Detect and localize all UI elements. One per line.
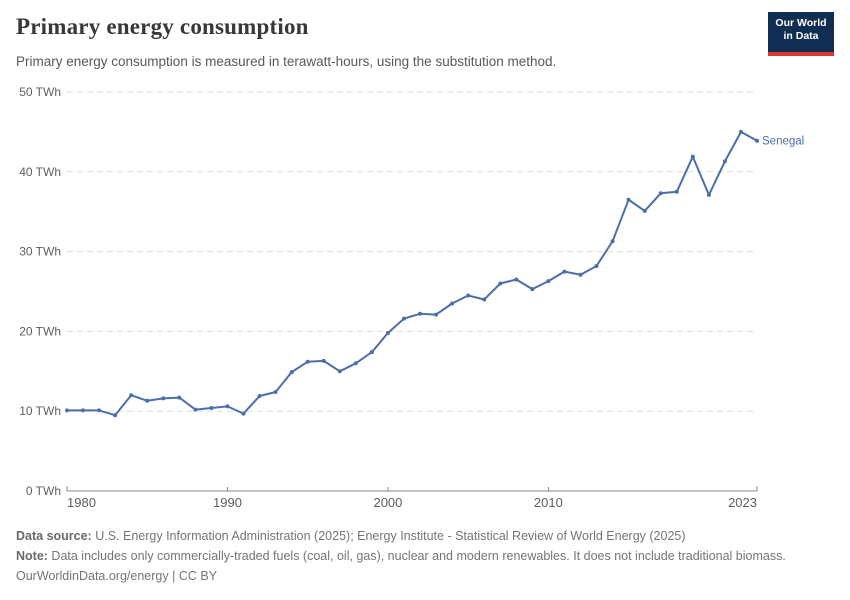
note-label: Note: bbox=[16, 549, 48, 563]
data-point bbox=[434, 312, 439, 317]
y-axis-tick-label: 30 TWh bbox=[19, 245, 61, 259]
data-point bbox=[658, 191, 663, 196]
data-point bbox=[145, 398, 150, 403]
x-axis-tick-label: 2000 bbox=[373, 495, 402, 510]
data-point bbox=[514, 277, 519, 282]
y-axis-tick-label: 10 TWh bbox=[19, 404, 61, 418]
y-axis-tick-label: 20 TWh bbox=[19, 324, 61, 338]
data-point bbox=[241, 411, 246, 416]
data-point bbox=[482, 297, 487, 302]
data-source-text: U.S. Energy Information Administration (… bbox=[91, 529, 686, 543]
chart-footer: Data source: U.S. Energy Information Adm… bbox=[16, 526, 826, 586]
data-point bbox=[706, 192, 711, 197]
page-title: Primary energy consumption bbox=[16, 14, 309, 39]
data-point bbox=[466, 293, 471, 298]
owid-logo-line2: in Data bbox=[783, 30, 819, 42]
x-axis-tick-label: 1990 bbox=[213, 495, 242, 510]
data-point bbox=[193, 407, 198, 412]
owid-url-link[interactable]: OurWorldinData.org/energy bbox=[16, 569, 169, 583]
data-point bbox=[690, 154, 695, 159]
data-point bbox=[385, 331, 390, 335]
data-point bbox=[402, 316, 406, 321]
data-point bbox=[755, 138, 759, 143]
data-point bbox=[209, 406, 214, 410]
data-source-line: Data source: U.S. Energy Information Adm… bbox=[16, 526, 826, 546]
x-axis-tick-label: 1980 bbox=[67, 495, 96, 510]
data-point bbox=[562, 269, 567, 274]
x-axis-tick-label: 2023 bbox=[728, 495, 757, 510]
license-line: OurWorldinData.org/energy | CC BY bbox=[16, 566, 826, 586]
owid-logo[interactable]: Our World in Data bbox=[768, 12, 834, 56]
data-point bbox=[610, 239, 615, 244]
data-point bbox=[321, 358, 326, 363]
data-point bbox=[273, 390, 278, 394]
data-point bbox=[594, 264, 599, 268]
data-line-senegal bbox=[66, 130, 758, 417]
data-point bbox=[129, 393, 134, 398]
data-point bbox=[65, 408, 69, 413]
y-axis-tick-label: 50 TWh bbox=[19, 85, 61, 99]
data-point bbox=[289, 370, 294, 375]
data-point bbox=[161, 396, 166, 401]
data-point bbox=[305, 359, 310, 364]
y-axis-tick-label: 0 TWh bbox=[26, 484, 61, 498]
data-point bbox=[418, 311, 422, 316]
y-axis-tick-label: 40 TWh bbox=[19, 165, 61, 179]
data-point bbox=[225, 404, 230, 409]
note-text: Data includes only commercially-traded f… bbox=[47, 549, 786, 563]
note-line: Note: Data includes only commercially-tr… bbox=[16, 546, 826, 566]
owid-logo-line1: Our World bbox=[775, 17, 827, 29]
data-point bbox=[626, 197, 631, 202]
data-point bbox=[674, 189, 679, 194]
data-point bbox=[177, 395, 182, 400]
data-point bbox=[546, 279, 551, 284]
data-point bbox=[498, 281, 503, 286]
data-point bbox=[578, 272, 583, 277]
x-axis-tick-label: 2010 bbox=[534, 495, 563, 510]
license-separator: | bbox=[168, 569, 179, 583]
data-point bbox=[739, 129, 743, 134]
data-point bbox=[369, 350, 374, 355]
data-point bbox=[257, 394, 262, 398]
data-point bbox=[530, 287, 535, 292]
license-label: CC BY bbox=[178, 569, 218, 583]
chart-subtitle: Primary energy consumption is measured i… bbox=[16, 54, 557, 69]
entity-label-senegal[interactable]: Senegal bbox=[762, 136, 804, 148]
data-point bbox=[722, 159, 727, 164]
line-chart: 0 TWh 10 TWh 20 TWh 30 TWh 40 TWh 50 TWh 1980 1… bbox=[19, 85, 804, 510]
data-point bbox=[97, 408, 102, 413]
data-point bbox=[450, 301, 455, 306]
data-source-label: Data source: bbox=[16, 529, 92, 543]
data-point bbox=[113, 413, 118, 418]
data-point bbox=[642, 208, 647, 213]
data-point bbox=[81, 408, 85, 413]
data-point bbox=[353, 361, 358, 366]
data-point bbox=[337, 369, 342, 374]
